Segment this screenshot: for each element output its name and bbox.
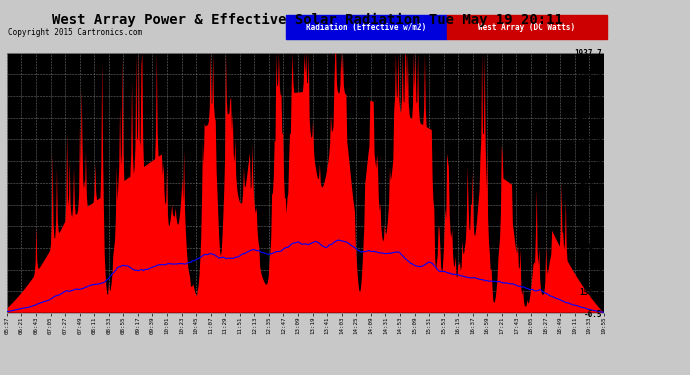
Text: Copyright 2015 Cartronics.com: Copyright 2015 Cartronics.com [8,28,142,37]
Text: Radiation (Effective w/m2): Radiation (Effective w/m2) [306,22,426,32]
Text: West Array (DC Watts): West Array (DC Watts) [478,22,575,32]
Bar [447,15,607,39]
Text: West Array Power & Effective Solar Radiation Tue May 19 20:11: West Array Power & Effective Solar Radia… [52,13,562,27]
Bar [286,15,447,39]
